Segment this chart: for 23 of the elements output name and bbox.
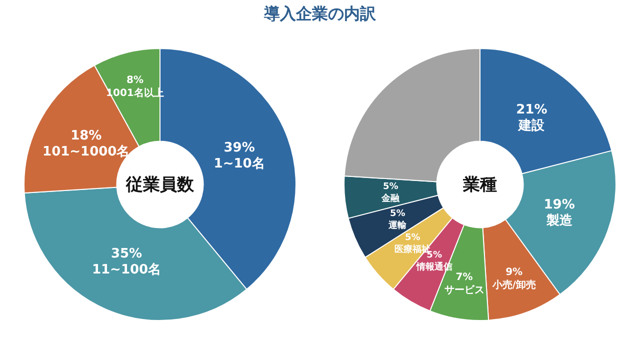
data-label: 21% xyxy=(516,102,548,118)
slice-label: 製造 xyxy=(545,214,574,229)
data-label: 7% xyxy=(456,272,473,283)
slice-label: 金融 xyxy=(380,192,401,204)
slice-label: 1~10名 xyxy=(214,156,265,172)
slice-label: 運輸 xyxy=(388,220,408,232)
text: 導入企業の内訳 xyxy=(263,4,377,25)
slice-label: 101~1000名 xyxy=(42,144,130,160)
data-label: 5% xyxy=(405,232,420,243)
slice-label: 11~100名 xyxy=(92,262,162,278)
text: 従業員数 xyxy=(125,175,195,194)
data-label: 18% xyxy=(70,128,102,144)
data-label: 8% xyxy=(126,75,144,86)
data-label: 19% xyxy=(544,198,575,213)
data-label: 39% xyxy=(224,140,255,156)
data-label: 9% xyxy=(506,267,523,278)
data-label: 35% xyxy=(110,246,142,262)
text: 業種 xyxy=(462,175,497,194)
slice-label: サービス xyxy=(444,284,484,296)
data-label: 5% xyxy=(390,209,406,220)
data-label: 5% xyxy=(383,182,398,192)
slice-label: 建設 xyxy=(518,117,546,134)
slice-label: 小売/卸売 xyxy=(491,279,536,292)
